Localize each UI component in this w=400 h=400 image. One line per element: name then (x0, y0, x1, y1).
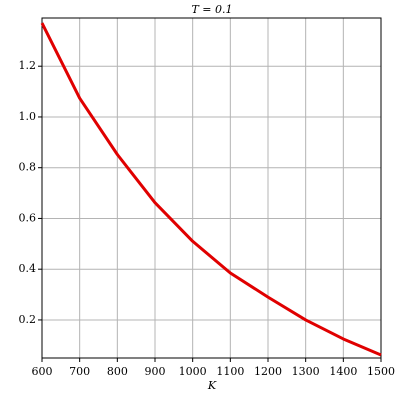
x-tick-label: 1000 (179, 365, 207, 378)
plot-frame (41, 17, 382, 359)
x-tick-label: 1400 (329, 365, 357, 378)
y-tick-label: 0.4 (19, 262, 37, 275)
x-tick-label: 1100 (216, 365, 244, 378)
data-line (40, 22, 382, 357)
x-tick-label: 1200 (254, 365, 282, 378)
x-tick-label: 1300 (292, 365, 320, 378)
x-tick-label: 800 (107, 365, 128, 378)
chart-title: T = 0.1 (191, 3, 232, 16)
y-tick-label: 0.8 (19, 161, 37, 174)
x-axis-label: K (207, 379, 217, 392)
y-tick-label: 0.6 (19, 211, 37, 224)
y-tick-label: 0.2 (19, 313, 37, 326)
x-tick-label: 700 (69, 365, 90, 378)
x-tick-label: 1500 (367, 365, 395, 378)
y-tick-label: 1.2 (19, 59, 37, 72)
x-tick-label: 900 (145, 365, 166, 378)
y-tick-label: 1.0 (19, 110, 37, 123)
x-tick-label: 600 (32, 365, 53, 378)
